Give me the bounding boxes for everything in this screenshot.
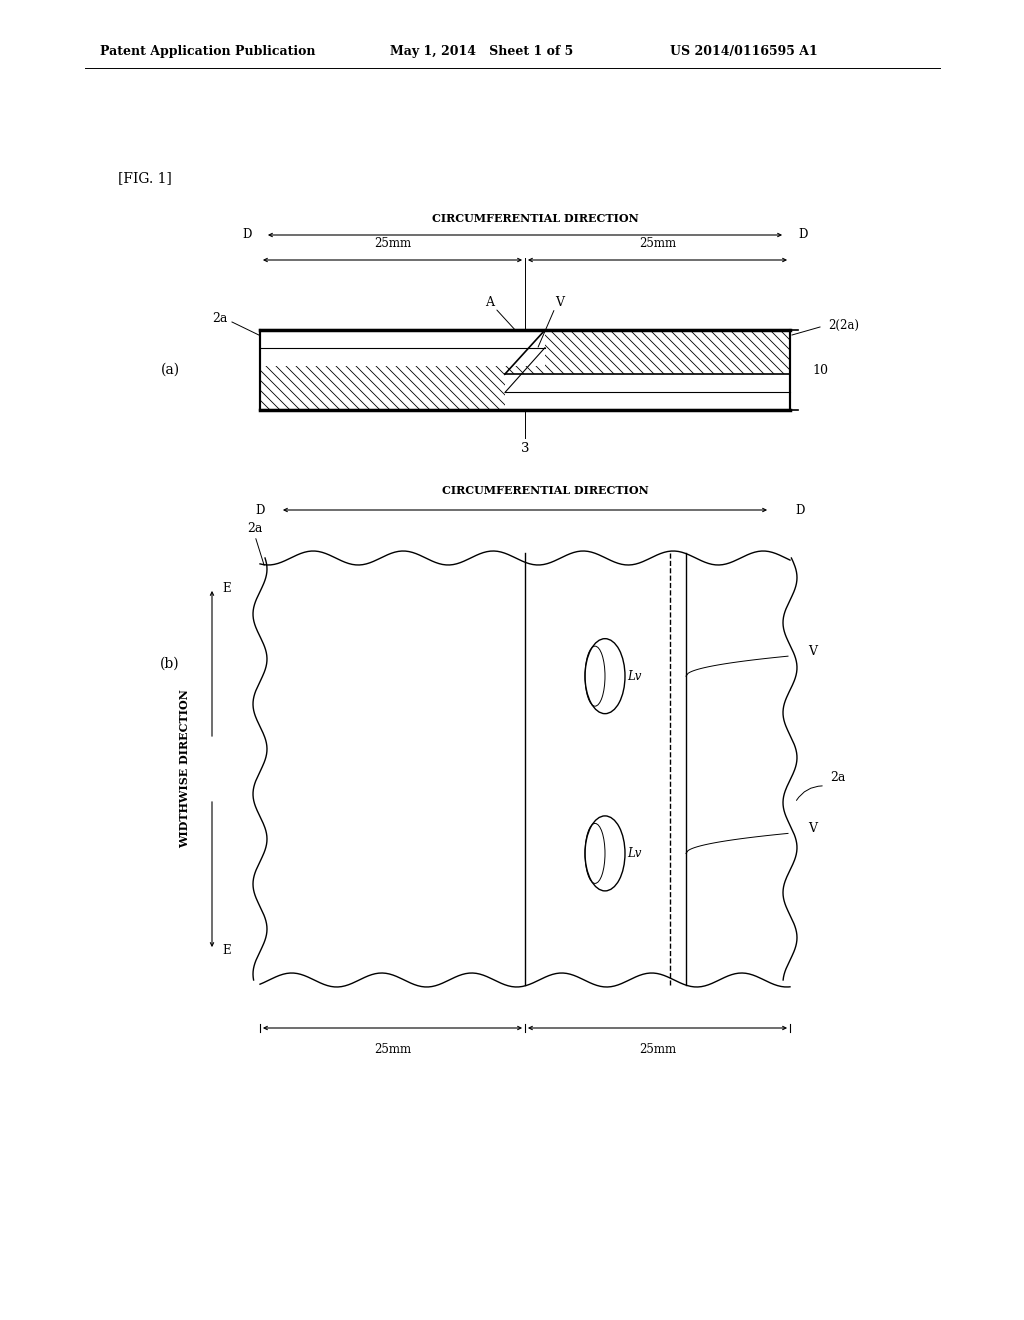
Text: [FIG. 1]: [FIG. 1]: [118, 172, 172, 185]
Text: 3: 3: [521, 441, 529, 454]
Bar: [260, 330, 790, 411]
Text: 25mm: 25mm: [639, 238, 676, 249]
Text: CIRCUMFERENTIAL DIRECTION: CIRCUMFERENTIAL DIRECTION: [432, 213, 638, 223]
Text: US 2014/0116595 A1: US 2014/0116595 A1: [670, 45, 818, 58]
Text: E: E: [222, 582, 230, 594]
Text: 25mm: 25mm: [639, 1043, 676, 1056]
Bar: [260, 330, 790, 411]
Text: 2a: 2a: [830, 771, 846, 784]
Bar: [505, 374, 790, 411]
Text: E: E: [222, 944, 230, 957]
Text: D: D: [798, 228, 807, 242]
Text: Lv: Lv: [627, 669, 641, 682]
Ellipse shape: [585, 816, 625, 891]
Text: (b): (b): [160, 656, 180, 671]
Text: Patent Application Publication: Patent Application Publication: [100, 45, 315, 58]
Text: V: V: [555, 296, 564, 309]
Text: (a): (a): [161, 363, 179, 378]
Text: CIRCUMFERENTIAL DIRECTION: CIRCUMFERENTIAL DIRECTION: [441, 484, 648, 495]
Bar: [260, 330, 545, 366]
Text: D: D: [256, 503, 265, 516]
Text: 2a: 2a: [212, 312, 227, 325]
Text: May 1, 2014   Sheet 1 of 5: May 1, 2014 Sheet 1 of 5: [390, 45, 573, 58]
Text: 25mm: 25mm: [374, 238, 411, 249]
Text: 25mm: 25mm: [374, 1043, 411, 1056]
Text: A: A: [485, 296, 495, 309]
Text: D: D: [795, 503, 805, 516]
Text: Lv: Lv: [627, 847, 641, 859]
Text: WIDTHWISE DIRECTION: WIDTHWISE DIRECTION: [179, 689, 190, 849]
Text: 2a: 2a: [248, 521, 263, 535]
Text: 2(2a): 2(2a): [828, 318, 859, 331]
Text: V: V: [809, 822, 817, 836]
Ellipse shape: [585, 639, 625, 714]
Bar: [260, 330, 790, 411]
Text: V: V: [809, 644, 817, 657]
Text: D: D: [243, 228, 252, 242]
Text: 10: 10: [812, 363, 828, 376]
